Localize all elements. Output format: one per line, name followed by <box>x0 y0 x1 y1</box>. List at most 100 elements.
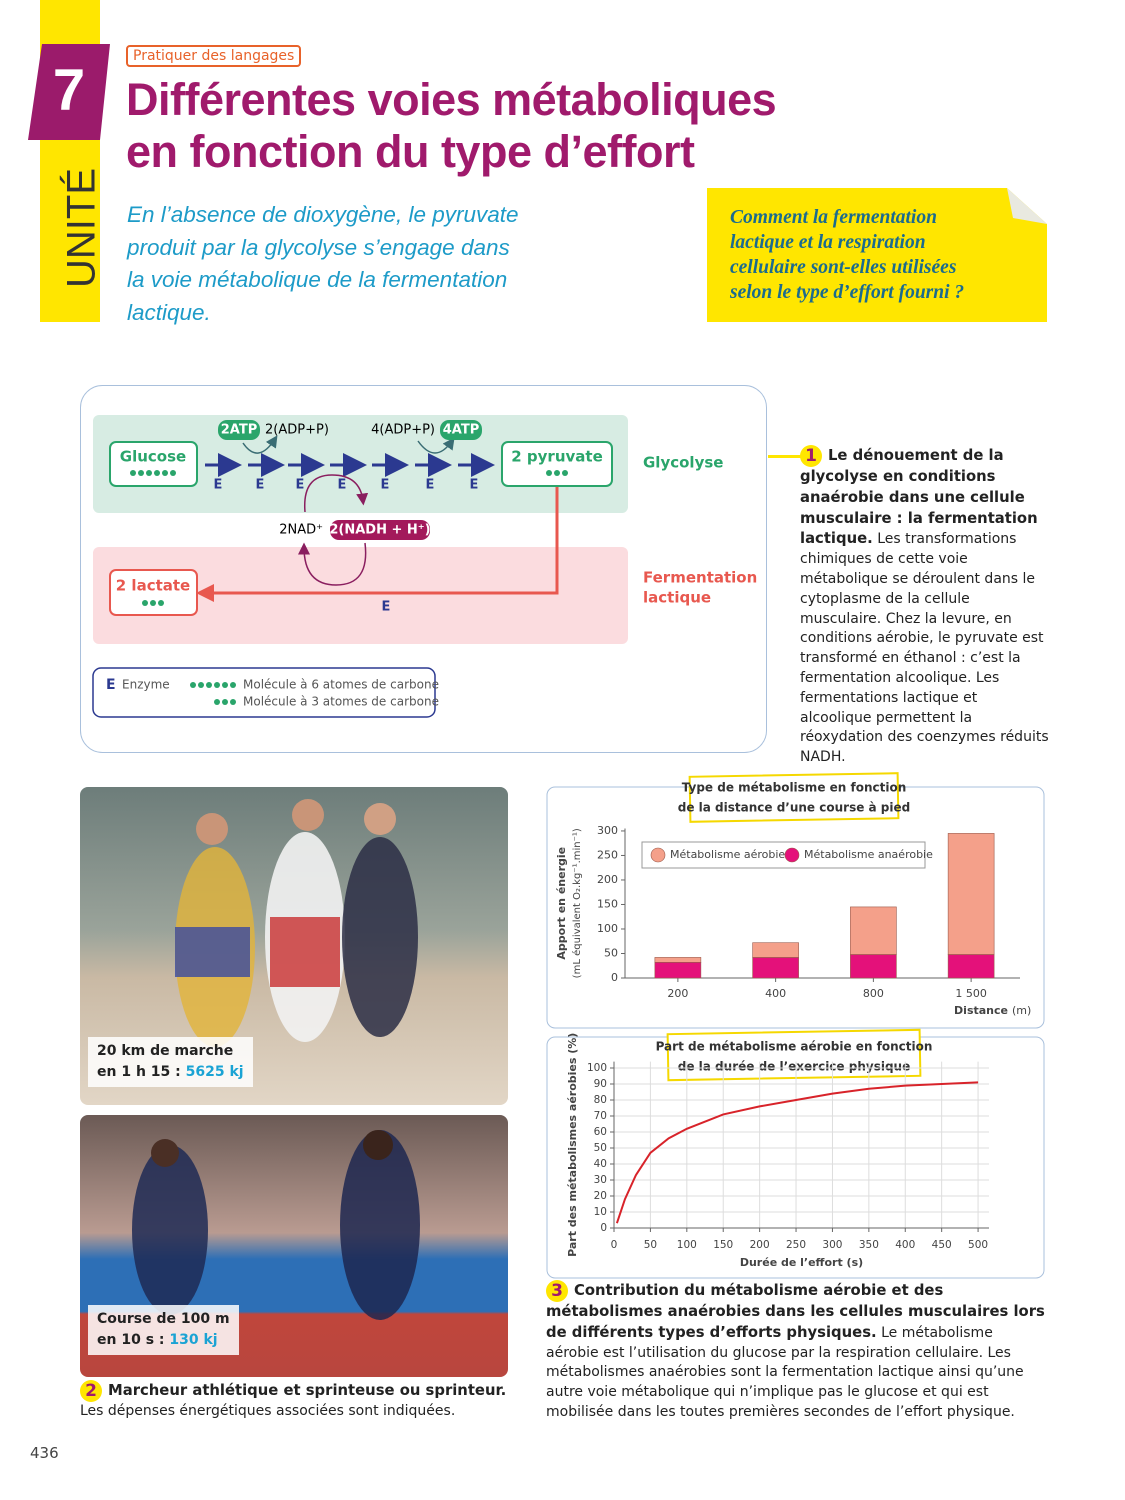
enzyme-label: E <box>256 478 265 493</box>
y-tick-label: 200 <box>597 873 618 886</box>
title: Différentes voies métaboliques <box>126 74 777 125</box>
doc-heading: Le dénouement de la glycolyse en conditi… <box>800 447 1038 548</box>
page-number: 436 <box>30 1444 59 1462</box>
photo-caption: 20 km de marche en 1 h 15 : 5625 kj <box>88 1037 253 1087</box>
y-tick-label: 10 <box>594 1206 607 1218</box>
atp-label: 4ATP <box>443 423 480 438</box>
x-axis-label: Distance <box>954 1004 1008 1017</box>
caption-line: Course de 100 m <box>97 1311 230 1327</box>
y-axis-label: Apport en énergie <box>555 847 568 960</box>
enzyme-label: E <box>338 478 347 493</box>
diagram: E E E E E E E E 2ATP 2(ADP+P) 4(ADP+P) 4… <box>80 385 767 753</box>
enzyme-label: E <box>381 478 390 493</box>
y-tick-label: 0 <box>600 1222 607 1234</box>
unit-number: 7 <box>53 57 85 122</box>
bar <box>850 906 897 955</box>
intro: En l’absence de dioxygène, le pyruvate p… <box>127 199 519 329</box>
y-tick-label: 40 <box>594 1158 607 1170</box>
y-tick-label: 20 <box>594 1190 607 1202</box>
caption-line: 20 km de marche <box>97 1043 234 1059</box>
enzyme-label: E <box>382 600 391 615</box>
chart-title: Part de métabolisme aérobie en fonction <box>656 1040 933 1054</box>
chart: Type de métabolisme en fonction de la dis… <box>546 772 1045 1029</box>
doc-text: Le métabolisme aérobie est l’utilisation… <box>546 1324 1024 1420</box>
question-line: lactique et la respiration <box>730 232 926 253</box>
bar <box>752 957 799 979</box>
bar <box>850 954 897 979</box>
x-tick-label: 50 <box>644 1239 657 1251</box>
bar <box>654 957 702 963</box>
legend-text: Enzyme <box>122 678 170 692</box>
chart-title: de la distance d’une course à pied <box>678 801 910 815</box>
adp-label: 4(ADP+P) <box>371 423 435 438</box>
question-box <box>707 188 1047 322</box>
question-line: cellulaire sont-elles utilisées <box>730 257 957 278</box>
photo-walkers <box>80 787 508 1105</box>
x-tick-label: 500 <box>968 1239 988 1251</box>
x-tick-label: 150 <box>713 1239 733 1251</box>
photo-caption: Course de 100 m en 10 s : 130 kj <box>88 1305 239 1355</box>
y-tick-label: 0 <box>611 971 618 984</box>
x-tick-label: 200 <box>667 987 688 1000</box>
bar <box>752 942 799 958</box>
y-tick-label: 150 <box>597 897 618 910</box>
energy: 130 kj <box>169 1332 218 1348</box>
line <box>615 1081 979 1224</box>
enzyme-label: E <box>296 478 305 493</box>
energy: 5625 kj <box>185 1064 244 1080</box>
legend-marker <box>784 847 800 863</box>
section-label: lactique <box>643 589 711 607</box>
nad-label: 2NAD⁺ <box>279 523 323 538</box>
bar <box>654 962 702 979</box>
atp-label: 2ATP <box>221 423 258 438</box>
question-line: Comment la fermentation <box>730 207 937 228</box>
doc-text: Les dépenses énergétiques associées sont… <box>80 1403 456 1419</box>
doc-heading: Marcheur athlétique et sprinteuse ou spr… <box>108 1382 507 1399</box>
doc-number: 3 <box>546 1280 568 1302</box>
question-line: selon le type d’effort fourni ? <box>730 282 965 303</box>
caption-line: en 1 h 15 : <box>97 1064 181 1080</box>
doc-text: Les transformations chimiques de cette v… <box>800 531 1049 766</box>
unit-label: UNITÉ <box>59 168 100 288</box>
doc1: 1 Le dénouement de la glycolyse en condit… <box>800 445 1050 768</box>
intro-line: lactique. <box>127 299 211 325</box>
y-tick-label: 30 <box>594 1174 607 1186</box>
node-lactate: 2 lactate <box>116 577 190 595</box>
y-tick-label: 300 <box>597 824 618 837</box>
question: Comment la fermentation lactique et la r… <box>730 205 964 305</box>
connector <box>768 455 804 458</box>
x-tick-label: 1 500 <box>955 987 987 1000</box>
enzyme-label: E <box>426 478 435 493</box>
doc-number: 2 <box>80 1380 102 1402</box>
doc-heading: Contribution du métabolisme aérobie et d… <box>546 1282 1045 1341</box>
x-axis-unit: (m) <box>1012 1004 1031 1017</box>
chart: Part de métabolisme aérobie en fonction d… <box>546 1028 1045 1279</box>
x-tick-label: 300 <box>822 1239 842 1251</box>
y-tick-label: 90 <box>594 1078 607 1090</box>
intro-line: produit par la glycolyse s’engage dans <box>127 234 510 260</box>
x-axis-label: Durée de l’effort (s) <box>740 1256 863 1269</box>
legend-label: Métabolisme aérobie <box>670 848 785 861</box>
doc3: 3 Contribution du métabolisme aérobie et … <box>546 1280 1046 1423</box>
x-tick-label: 200 <box>750 1239 770 1251</box>
section-label: Fermentation <box>643 569 757 587</box>
caption-line: en 10 s : <box>97 1332 165 1348</box>
legend-marker <box>650 847 666 863</box>
node-glucose: Glucose <box>120 448 186 466</box>
y-tick-label: 50 <box>594 1142 607 1154</box>
x-tick-label: 350 <box>859 1239 879 1251</box>
title: en fonction du type d’effort <box>126 126 695 177</box>
bar <box>947 833 995 955</box>
y-tick-label: 60 <box>594 1126 607 1138</box>
adp-label: 2(ADP+P) <box>265 423 329 438</box>
y-tick-label: 100 <box>597 922 618 935</box>
x-tick-label: 450 <box>932 1239 952 1251</box>
legend-label: Métabolisme anaérobie <box>804 848 933 861</box>
node-pyruvate: 2 pyruvate <box>511 448 603 466</box>
unit-label-box: UNITÉ <box>59 168 100 288</box>
legend-text: Molécule à 3 atomes de carbone <box>243 695 439 709</box>
enzyme-label: E <box>214 478 223 493</box>
intro-line: En l’absence de dioxygène, le pyruvate <box>127 202 519 227</box>
x-tick-label: 0 <box>611 1239 618 1251</box>
